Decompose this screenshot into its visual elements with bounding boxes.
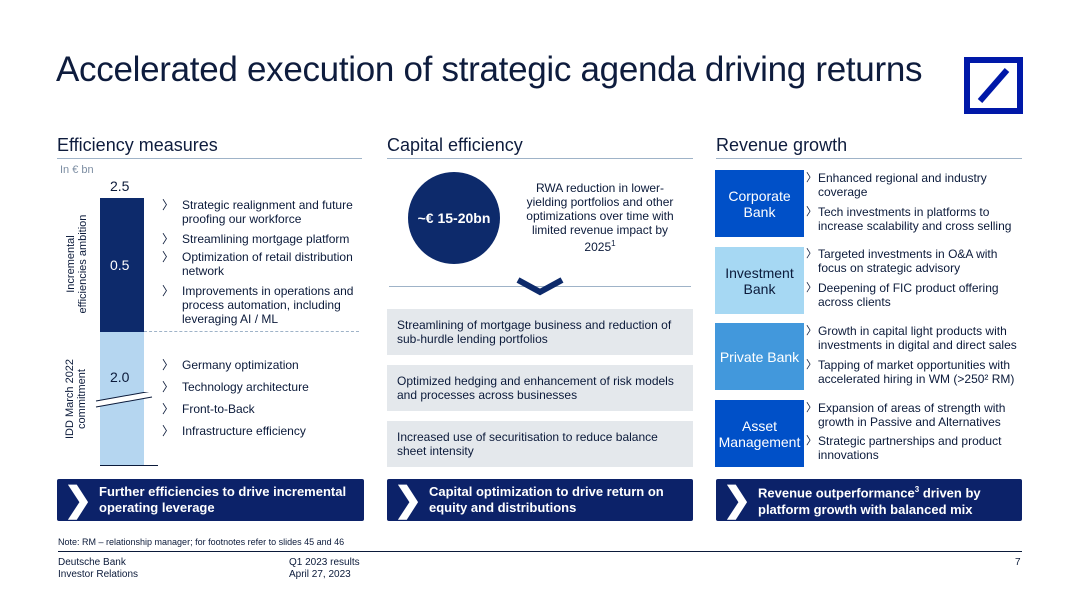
segment-asset-management: Asset Management	[715, 400, 804, 467]
chevron-right-icon: ❯	[63, 481, 93, 519]
revenue-bullet: 〉 Expansion of areas of strength with gro…	[806, 401, 1006, 429]
segment-private-bank: Private Bank	[715, 323, 804, 390]
bar-commitment-value: 2.0	[110, 369, 130, 385]
axis-label-incremental: Incremental efficiencies ambition	[65, 214, 89, 314]
chevron-right-icon: 〉	[162, 424, 175, 438]
efficiency-bullet: 〉 Infrastructure efficiency	[162, 424, 306, 438]
page-number: 7	[1015, 557, 1021, 568]
page-title: Accelerated execution of strategic agend…	[56, 50, 923, 89]
efficiency-bullet: 〉 Improvements in operations and process …	[162, 284, 354, 326]
chevron-right-icon: 〉	[806, 206, 817, 218]
footer-company: Deutsche Bank Investor Relations	[58, 557, 139, 580]
chevron-right-icon: 〉	[162, 284, 175, 298]
chevron-right-icon: ❯	[393, 481, 423, 519]
chevron-right-icon: 〉	[806, 359, 817, 371]
segment-investment-bank: Investment Bank	[715, 247, 804, 314]
capital-measure-box: Increased use of securitisation to reduc…	[387, 421, 693, 467]
revenue-bullet: 〉 Tech investments in platforms to increa…	[806, 205, 1012, 233]
chevron-right-icon: 〉	[806, 172, 817, 184]
chevron-right-icon: 〉	[162, 232, 175, 246]
revenue-bullet: 〉 Growth in capital light products with i…	[806, 324, 1017, 352]
chevron-right-icon: 〉	[162, 402, 175, 416]
dashed-separator	[144, 331, 359, 332]
revenue-bullet: 〉 Targeted investments in O&A with focus …	[806, 247, 998, 275]
footer-divider	[58, 551, 1022, 552]
chevron-right-icon: 〉	[162, 380, 175, 394]
footer-report: Q1 2023 results April 27, 2023	[289, 557, 360, 580]
chevron-down-icon	[516, 277, 564, 296]
revenue-summary-banner: ❯ Revenue outperformance3 driven by plat…	[716, 479, 1022, 521]
chevron-right-icon: 〉	[162, 198, 175, 212]
bar-baseline	[100, 465, 158, 466]
revenue-heading: Revenue growth	[716, 135, 848, 155]
efficiency-bullet: 〉 Technology architecture	[162, 380, 309, 394]
capital-measure-box: Optimized hedging and enhancement of ris…	[387, 365, 693, 411]
chevron-right-icon: 〉	[806, 435, 817, 447]
rwa-circle: ~€ 15-20bn	[408, 172, 500, 264]
efficiency-divider	[57, 158, 362, 159]
revenue-bullet: 〉 Strategic partnerships and product inno…	[806, 434, 1002, 462]
rwa-description: RWA reduction in lower-yielding portfoli…	[526, 181, 674, 254]
chevron-right-icon: 〉	[162, 250, 175, 264]
capital-measure-box: Streamlining of mortgage business and re…	[387, 309, 693, 355]
efficiency-bullet: 〉 Germany optimization	[162, 358, 299, 372]
efficiency-bullet: 〉 Front-to-Back	[162, 402, 255, 416]
efficiency-bullet: 〉 Optimization of retail distribution net…	[162, 250, 353, 278]
efficiency-summary-banner: ❯ Further efficiencies to drive incremen…	[57, 479, 364, 521]
revenue-divider	[716, 158, 1022, 159]
revenue-bullet: 〉 Enhanced regional and industry coverage	[806, 171, 987, 199]
capital-divider	[387, 158, 693, 159]
segment-corporate-bank: Corporate Bank	[715, 170, 804, 237]
total-value: 2.5	[110, 178, 130, 194]
revenue-bullet: 〉 Deepening of FIC product offering acros…	[806, 281, 999, 309]
axis-label-commitment: IDD March 2022 commitment	[64, 358, 88, 440]
bar-incremental	[100, 198, 144, 332]
chevron-right-icon: 〉	[806, 325, 817, 337]
deutsche-bank-logo	[964, 57, 1023, 114]
efficiency-bullet: 〉 Streamlining mortgage platform	[162, 232, 350, 246]
chevron-right-icon: 〉	[806, 248, 817, 260]
capital-heading: Capital efficiency	[387, 135, 523, 155]
capital-arrow-line	[389, 286, 691, 287]
axis-break-icon	[95, 392, 153, 408]
efficiency-heading: Efficiency measures	[57, 135, 218, 155]
chevron-right-icon: ❯	[722, 481, 752, 519]
chevron-right-icon: 〉	[806, 402, 817, 414]
bar-incremental-value: 0.5	[110, 257, 130, 273]
unit-label: In € bn	[60, 164, 94, 176]
chevron-right-icon: 〉	[162, 358, 175, 372]
revenue-bullet: 〉 Tapping of market opportunities with ac…	[806, 358, 1015, 386]
capital-summary-banner: ❯ Capital optimization to drive return o…	[387, 479, 693, 521]
chevron-right-icon: 〉	[806, 282, 817, 294]
efficiency-bullet: 〉 Strategic realignment and future proofi…	[162, 198, 353, 226]
footnote: Note: RM – relationship manager; for foo…	[58, 537, 345, 547]
